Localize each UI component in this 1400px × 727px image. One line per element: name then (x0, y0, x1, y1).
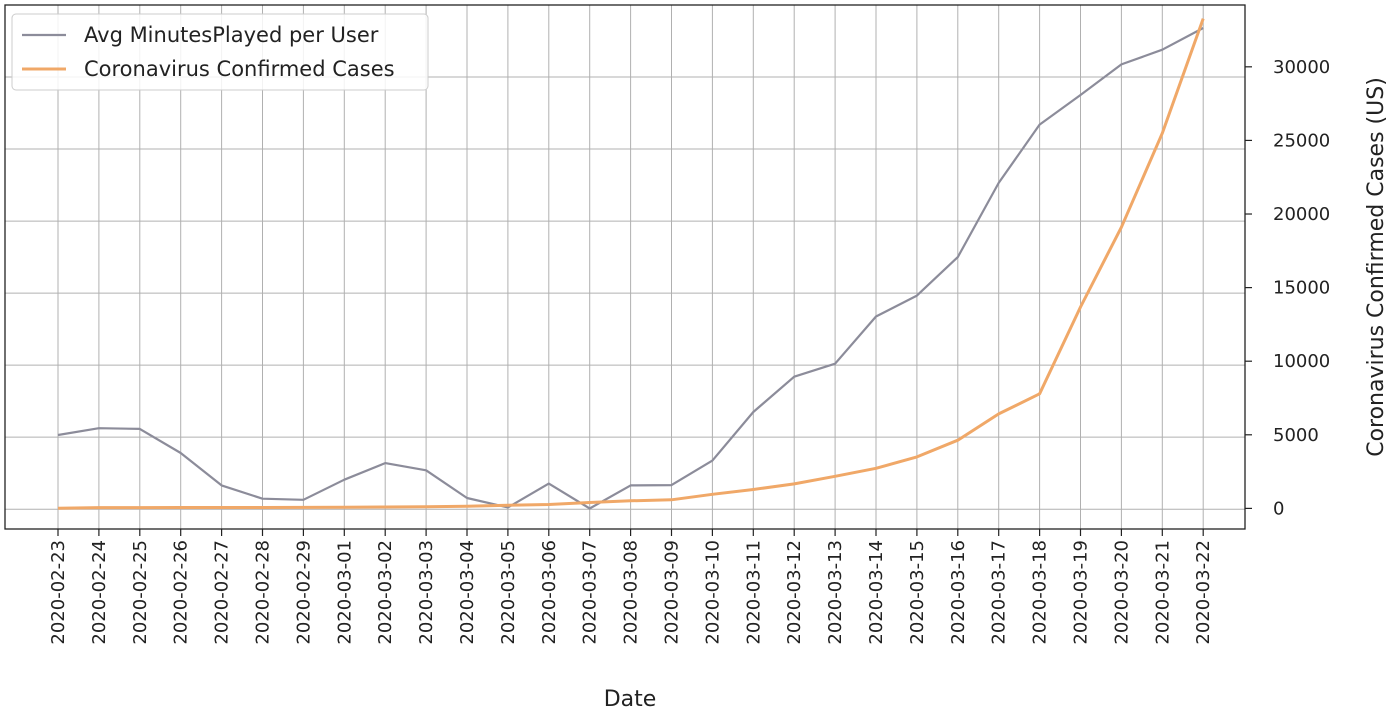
x-tick-label: 2020-03-13 (825, 540, 846, 645)
plot-frame (4, 4, 1246, 530)
x-tick-label: 2020-02-27 (212, 540, 233, 645)
x-tick-label: 2020-02-26 (171, 540, 192, 645)
series-line-1 (57, 27, 1204, 510)
x-tick-label: 2020-02-28 (253, 540, 274, 645)
x-tick-label: 2020-02-25 (130, 540, 151, 645)
x-tick-label: 2020-02-24 (89, 540, 110, 645)
x-tick-label: 2020-03-08 (621, 540, 642, 645)
right-tick-label: 5000 (1273, 425, 1319, 446)
x-tick-label: 2020-03-17 (989, 540, 1010, 645)
x-tick-label: 2020-03-11 (743, 540, 764, 645)
x-tick-label: 2020-03-05 (498, 540, 519, 645)
x-tick-label: 2020-03-07 (580, 540, 601, 645)
x-tick-label: 2020-03-03 (416, 540, 437, 645)
right-y-axis: 0 5000 10000 15000 20000 25000 30000 (1245, 57, 1330, 519)
x-tick-label: 2020-03-15 (907, 540, 928, 645)
legend-label-2: Coronavirus Confirmed Cases (84, 57, 395, 81)
x-tick-label: 2020-03-22 (1193, 540, 1214, 645)
x-tick-label: 2020-03-21 (1152, 540, 1173, 645)
series-line-2 (57, 18, 1205, 510)
legend-label-1: Avg MinutesPlayed per User (84, 23, 379, 47)
x-tick-label: 2020-03-12 (784, 540, 805, 645)
right-tick-label: 15000 (1273, 278, 1330, 299)
legend-box (11, 13, 429, 91)
right-tick-label: 20000 (1273, 204, 1330, 225)
right-y-axis-label: Coronavirus Confirmed Cases (US) (1364, 77, 1389, 457)
x-tick-label: 2020-02-23 (48, 540, 69, 645)
x-axis: 2020-02-23 2020-02-24 2020-02-25 2020-02-26… (48, 529, 1214, 645)
right-tick-label: 30000 (1273, 57, 1330, 78)
x-tick-label: 2020-03-01 (334, 540, 355, 645)
x-tick-label: 2020-03-16 (948, 540, 969, 645)
x-tick-label: 2020-03-18 (1030, 540, 1051, 645)
x-tick-label: 2020-03-04 (457, 540, 478, 645)
x-tick-label: 2020-02-29 (293, 540, 314, 645)
legend: Avg MinutesPlayed per User Coronavirus Co… (11, 13, 429, 91)
right-tick-label: 25000 (1273, 130, 1330, 151)
x-tick-label: 2020-03-10 (702, 540, 723, 645)
series-layer (57, 18, 1205, 510)
right-tick-label: 10000 (1273, 351, 1330, 372)
x-tick-label: 2020-03-09 (662, 540, 683, 645)
right-tick-label: 0 (1273, 498, 1284, 519)
x-tick-label: 2020-03-19 (1071, 540, 1092, 645)
x-tick-label: 2020-03-06 (539, 540, 560, 645)
x-tick-label: 2020-03-02 (375, 540, 396, 645)
x-tick-label: 2020-03-14 (866, 540, 887, 645)
x-axis-label: Date (604, 687, 657, 712)
x-tick-label: 2020-03-20 (1111, 540, 1132, 645)
